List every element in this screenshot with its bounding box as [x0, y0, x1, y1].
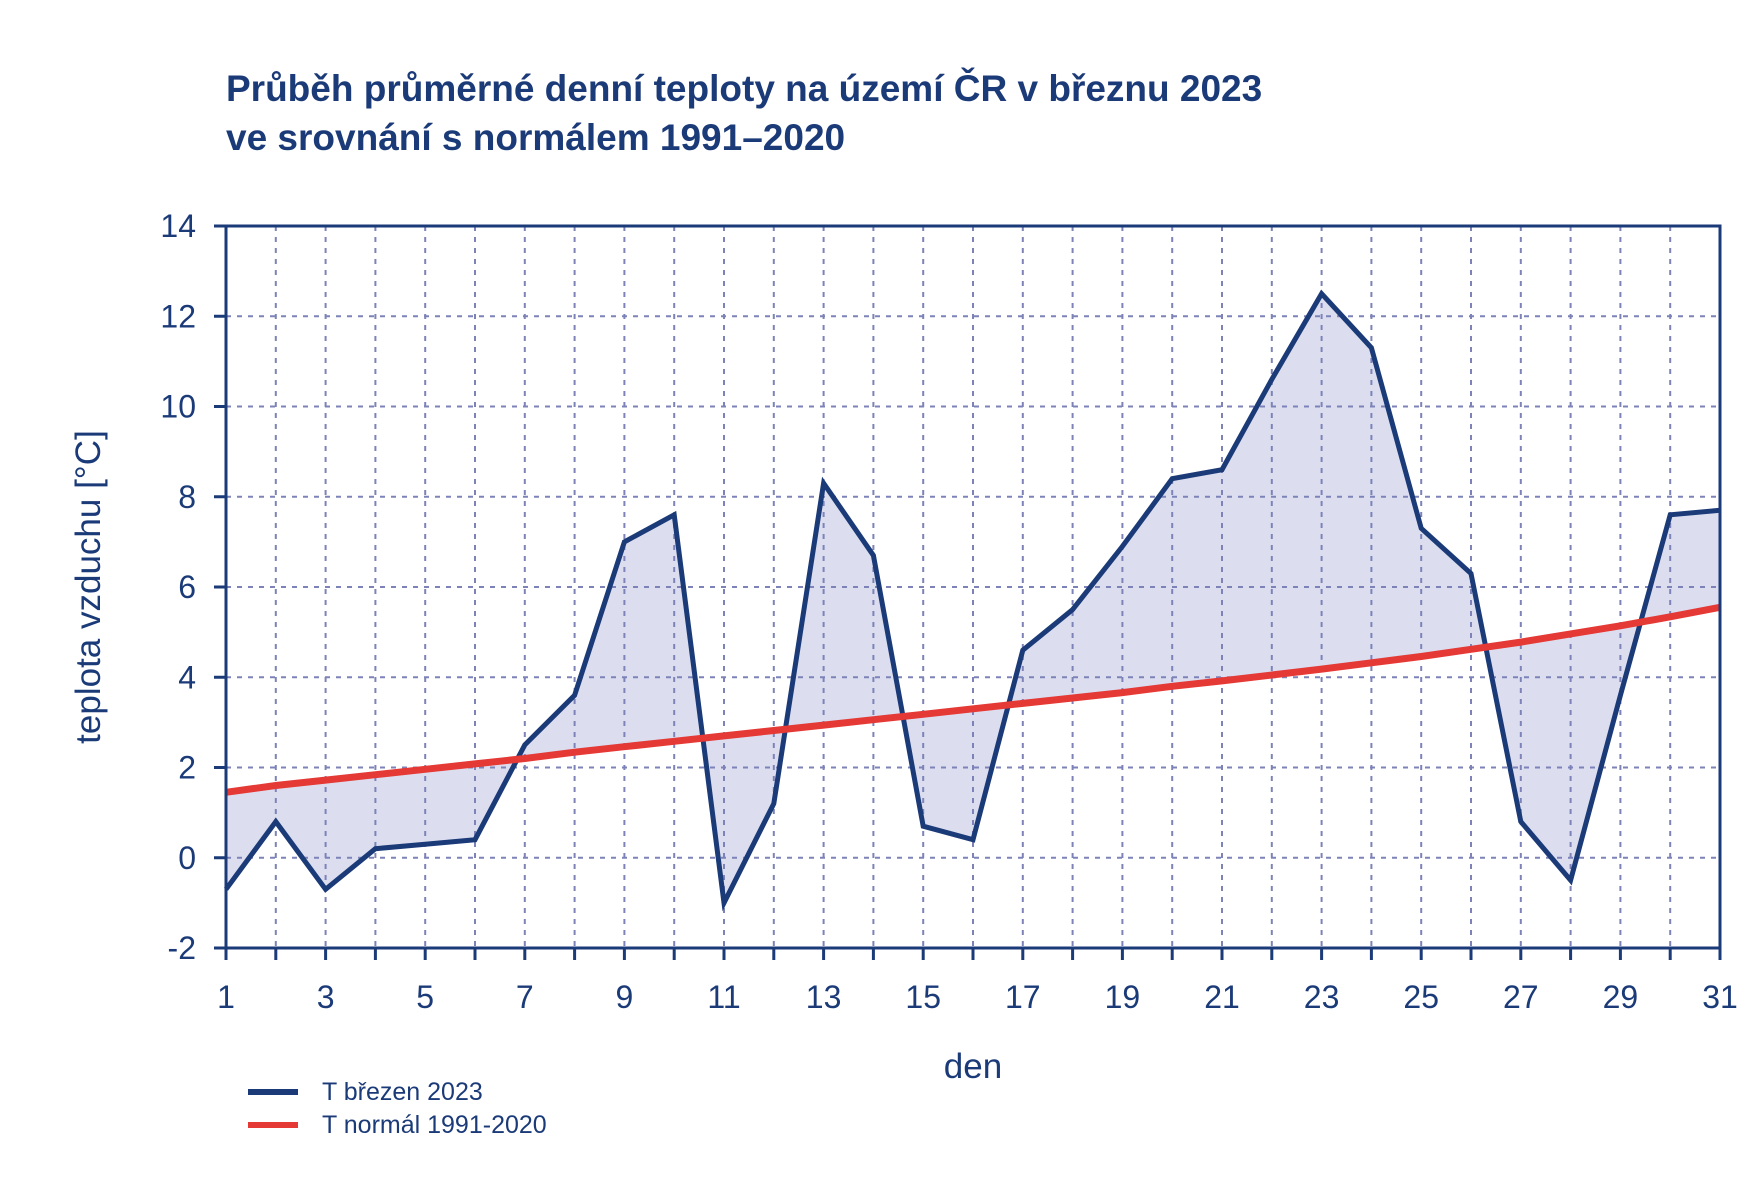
x-tick-label: 29: [1603, 979, 1639, 1015]
series-line-normal: [225, 603, 1721, 796]
x-tick-label: 11: [707, 979, 740, 1015]
x-tick-label: 9: [616, 979, 634, 1015]
y-axis-title: teplota vzduchu [°C]: [69, 430, 108, 744]
y-tick-label: -2: [168, 930, 196, 966]
y-tick-label: 2: [178, 750, 196, 786]
y-tick-label: 0: [178, 840, 196, 876]
y-tick-label: 4: [178, 659, 196, 695]
x-tick-label: 19: [1105, 979, 1141, 1015]
x-tick-label: 7: [516, 979, 534, 1015]
chart-title-line1: Průběh průměrné denní teploty na území Č…: [226, 68, 1263, 109]
axes: 1 3 5 7 9 11 13 15 17 19 21 23 25 27 29 31-202468101214…: [69, 208, 1738, 1086]
series-lines: [223, 289, 1721, 912]
x-tick-label: 13: [806, 979, 842, 1015]
chart-title: Průběh průměrné denní teploty na území Č…: [226, 64, 1262, 162]
y-tick-label: 10: [160, 389, 196, 425]
legend-label: T normál 1991-2020: [322, 1111, 547, 1139]
y-tick-label: 6: [178, 569, 196, 605]
x-tick-label: 5: [416, 979, 434, 1015]
x-tick-label: 23: [1304, 979, 1340, 1015]
x-tick-label: 1: [217, 979, 235, 1015]
difference-area: [226, 293, 1720, 903]
x-tick-label: 17: [1005, 979, 1041, 1015]
legend: T březen 2023 T normál 1991-2020: [248, 1078, 547, 1139]
x-tick-label: 21: [1204, 979, 1240, 1015]
grid: [226, 226, 1720, 948]
legend-label: T březen 2023: [322, 1078, 483, 1106]
series-line-march-2023: [223, 289, 1721, 912]
y-tick-label: 14: [160, 208, 196, 244]
x-axis-title: den: [944, 1047, 1002, 1086]
x-tick-label: 31: [1702, 979, 1738, 1015]
x-tick-label: 27: [1503, 979, 1539, 1015]
y-tick-label: 8: [178, 479, 196, 515]
y-tick-label: 12: [160, 298, 196, 334]
x-tick-label: 25: [1403, 979, 1439, 1015]
chart-subtitle: ve srovnání s normálem 1991–2020: [226, 117, 846, 158]
x-tick-label: 15: [905, 979, 941, 1015]
x-tick-label: 3: [317, 979, 335, 1015]
difference-fill: [226, 293, 1720, 903]
